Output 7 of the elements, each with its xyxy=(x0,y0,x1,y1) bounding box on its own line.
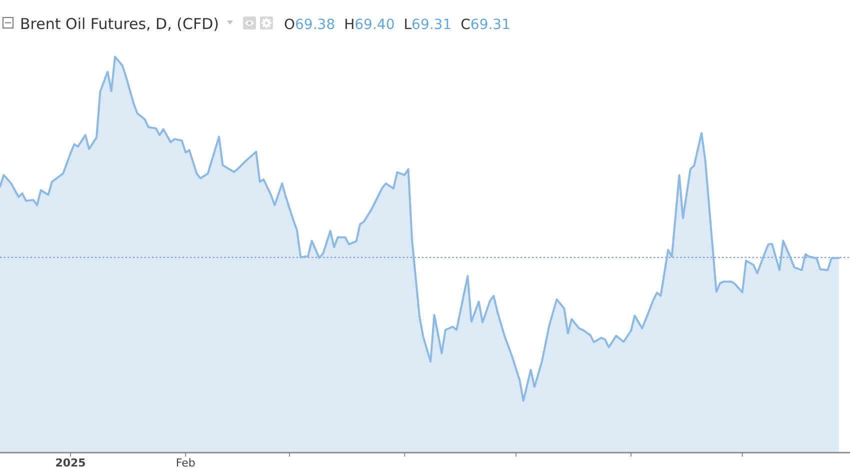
text: O69.38 xyxy=(284,17,336,33)
text: H69.40 xyxy=(344,17,395,33)
chart-title: Brent Oil Futures, D, (CFD) xyxy=(20,15,219,33)
x-tick-label: 2025 xyxy=(55,456,86,470)
text: L69.31 xyxy=(404,17,452,33)
x-tick-label: Feb xyxy=(176,456,196,470)
text: C69.31 xyxy=(460,17,511,33)
